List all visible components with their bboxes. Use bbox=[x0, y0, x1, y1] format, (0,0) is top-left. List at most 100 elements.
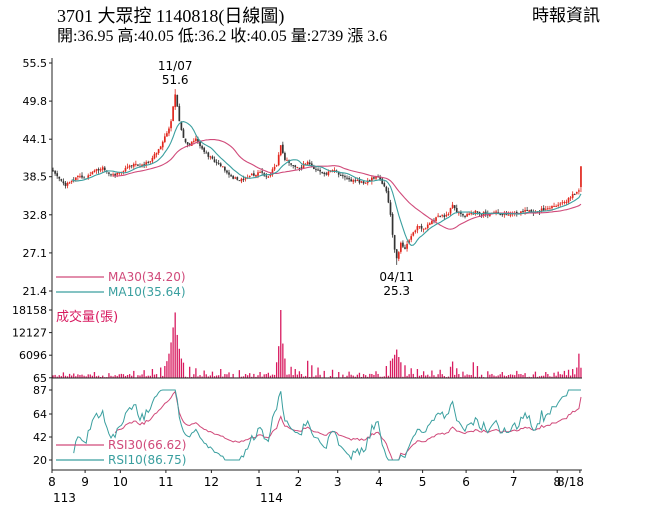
candle-body bbox=[186, 142, 189, 145]
volume-bar bbox=[89, 374, 91, 378]
candle-body bbox=[381, 178, 384, 184]
candle-body bbox=[356, 180, 359, 182]
volume-bar bbox=[93, 372, 96, 378]
candle-body bbox=[240, 178, 243, 182]
volume-bar bbox=[162, 375, 164, 378]
volume-bar bbox=[331, 369, 334, 378]
volume-bar bbox=[470, 375, 472, 378]
candle-body bbox=[236, 177, 239, 180]
volume-bar bbox=[501, 372, 503, 378]
volume-bar bbox=[338, 372, 340, 378]
candle-body bbox=[360, 181, 363, 183]
candle-body bbox=[420, 225, 423, 229]
volume-bar bbox=[528, 376, 530, 378]
candle-body bbox=[52, 170, 54, 172]
volume-bar bbox=[259, 372, 261, 378]
volume-bar bbox=[563, 370, 566, 378]
candle-body bbox=[319, 170, 321, 172]
candle-body bbox=[375, 176, 377, 179]
candle-body bbox=[575, 192, 578, 194]
candle-body bbox=[62, 181, 65, 184]
candle-body bbox=[232, 176, 234, 179]
volume-axis-label: 6096 bbox=[19, 349, 47, 362]
volume-bar bbox=[273, 374, 276, 378]
candle-body bbox=[163, 136, 166, 142]
rsi10-legend-label: RSI10(86.75) bbox=[108, 453, 186, 467]
candle-body bbox=[435, 217, 437, 221]
volume-bar bbox=[261, 376, 263, 378]
volume-bar bbox=[313, 376, 315, 378]
volume-bar bbox=[489, 374, 491, 378]
candle-body bbox=[522, 211, 524, 213]
candle-body bbox=[526, 210, 528, 212]
volume-bar bbox=[451, 361, 454, 378]
candle-body bbox=[424, 228, 427, 230]
candle-body bbox=[352, 180, 355, 182]
candle-body bbox=[331, 169, 334, 171]
candle-body bbox=[462, 213, 464, 216]
volume-bar bbox=[73, 373, 75, 378]
volume-bar bbox=[155, 374, 158, 378]
volume-bar bbox=[275, 362, 278, 378]
candle-body bbox=[174, 94, 177, 108]
volume-bar bbox=[522, 374, 524, 378]
ma10-line bbox=[71, 121, 582, 246]
annotation-date: 11/07 bbox=[158, 59, 193, 73]
candle-body bbox=[215, 162, 218, 164]
price-axis-label: 38.5 bbox=[23, 171, 48, 184]
candle-body bbox=[101, 167, 104, 170]
x-axis-label: 5 bbox=[419, 475, 427, 489]
volume-bar bbox=[240, 376, 243, 378]
volume-bar bbox=[329, 375, 332, 378]
volume-bar bbox=[302, 376, 305, 378]
volume-bar bbox=[56, 376, 58, 378]
candle-body bbox=[379, 177, 381, 180]
candle-body bbox=[354, 180, 357, 182]
volume-bar bbox=[290, 366, 292, 378]
volume-bar bbox=[565, 375, 568, 378]
volume-bar bbox=[557, 371, 559, 378]
volume-bar bbox=[387, 375, 390, 378]
volume-bar bbox=[373, 374, 375, 378]
volume-bar bbox=[126, 374, 129, 378]
volume-bar bbox=[164, 366, 166, 378]
candle-body bbox=[306, 161, 309, 165]
volume-bar bbox=[66, 376, 69, 378]
candle-body bbox=[89, 174, 92, 176]
candle-body bbox=[453, 205, 456, 209]
volume-bar bbox=[137, 375, 139, 378]
candle-body bbox=[342, 175, 344, 177]
candle-body bbox=[137, 164, 139, 166]
volume-bar bbox=[454, 374, 456, 378]
volume-bar bbox=[553, 372, 555, 378]
volume-bar bbox=[176, 334, 178, 378]
volume-bar bbox=[278, 346, 280, 378]
volume-bar bbox=[166, 361, 168, 378]
candle-body bbox=[221, 166, 224, 168]
candle-body bbox=[460, 212, 462, 214]
candle-body bbox=[170, 121, 172, 129]
candle-body bbox=[339, 175, 342, 177]
candle-body bbox=[228, 172, 230, 175]
volume-bar bbox=[112, 376, 114, 378]
candle-body bbox=[358, 179, 361, 183]
volume-bar bbox=[288, 374, 290, 378]
candle-body bbox=[495, 211, 497, 214]
candle-body bbox=[546, 208, 549, 210]
x-axis-label: 7 bbox=[510, 475, 518, 489]
candle-body bbox=[402, 242, 404, 247]
candle-body bbox=[182, 129, 185, 138]
x-axis-label: 6 bbox=[462, 475, 470, 489]
candle-body bbox=[474, 210, 477, 215]
volume-bar bbox=[205, 374, 207, 378]
candle-body bbox=[248, 176, 251, 178]
price-axis-label: 55.5 bbox=[23, 57, 48, 70]
candle-body bbox=[153, 154, 156, 159]
candle-body bbox=[561, 202, 564, 204]
volume-bar bbox=[532, 374, 534, 378]
candle-body bbox=[157, 149, 160, 153]
candle-body bbox=[315, 169, 317, 171]
candle-body bbox=[83, 177, 85, 179]
candle-body bbox=[567, 198, 570, 203]
rsi-axis-label: 64 bbox=[33, 408, 47, 421]
